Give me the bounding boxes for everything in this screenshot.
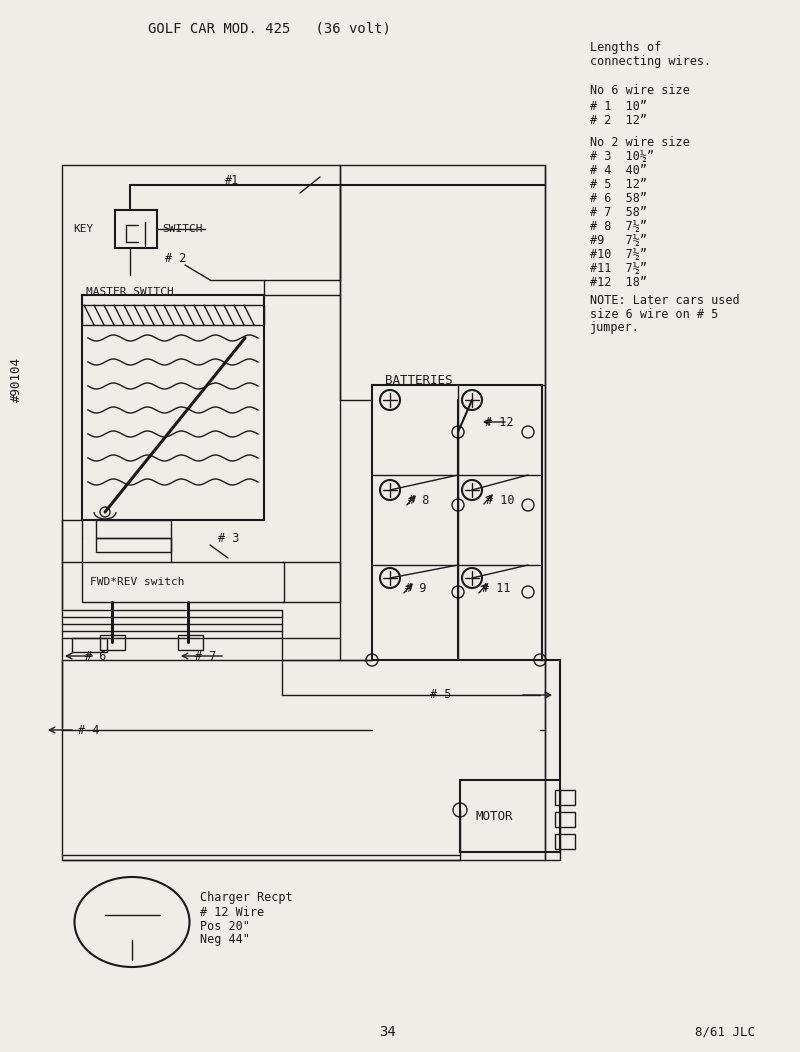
Text: MASTER SWITCH: MASTER SWITCH [86, 287, 174, 297]
Text: #9   7½”: #9 7½” [590, 235, 647, 247]
Text: # 3  10½”: # 3 10½” [590, 150, 654, 163]
Text: #11  7½”: #11 7½” [590, 263, 647, 276]
Bar [555, 834, 575, 849]
Text: # 5: # 5 [430, 688, 451, 702]
Text: # 6: # 6 [85, 649, 106, 663]
Text: # 8: # 8 [408, 493, 430, 506]
Text: # 8  7½”: # 8 7½” [590, 221, 647, 234]
Text: Charger Recpt: Charger Recpt [200, 891, 293, 905]
Bar [82, 562, 284, 602]
Text: # 2  12”: # 2 12” [590, 114, 647, 126]
Bar [82, 305, 264, 325]
Bar [100, 635, 125, 650]
Text: 34: 34 [378, 1025, 395, 1039]
Bar [460, 780, 560, 852]
Text: # 1  10”: # 1 10” [590, 100, 647, 113]
Text: #10  7½”: #10 7½” [590, 248, 647, 262]
Text: No 6 wire size: No 6 wire size [590, 83, 690, 97]
Text: SWITCH: SWITCH [162, 224, 202, 234]
Text: KEY: KEY [73, 224, 94, 234]
Text: # 11: # 11 [482, 583, 510, 595]
Text: # 7  58”: # 7 58” [590, 206, 647, 220]
Text: #90104: #90104 [10, 358, 22, 403]
Text: # 3: # 3 [218, 531, 239, 545]
Text: # 7: # 7 [195, 649, 216, 663]
Bar [82, 295, 264, 520]
Text: connecting wires.: connecting wires. [590, 56, 711, 68]
Text: # 12 Wire: # 12 Wire [200, 906, 264, 918]
Text: GOLF CAR MOD. 425   (36 volt): GOLF CAR MOD. 425 (36 volt) [148, 21, 391, 35]
Text: # 9: # 9 [405, 582, 426, 594]
Text: # 12: # 12 [485, 416, 514, 428]
Bar [96, 520, 171, 538]
Text: BATTERIES: BATTERIES [385, 373, 453, 386]
Text: NOTE: Later cars used: NOTE: Later cars used [590, 294, 740, 306]
Text: MOTOR: MOTOR [476, 809, 514, 823]
Text: No 2 wire size: No 2 wire size [590, 136, 690, 148]
Text: # 4: # 4 [78, 724, 99, 736]
Text: # 6  58”: # 6 58” [590, 193, 647, 205]
Text: # 5  12”: # 5 12” [590, 179, 647, 191]
Bar [372, 385, 542, 660]
Bar [555, 790, 575, 805]
Bar [178, 635, 203, 650]
Bar [555, 812, 575, 827]
Text: # 4  40”: # 4 40” [590, 164, 647, 178]
Text: jumper.: jumper. [590, 322, 640, 335]
Text: # 10: # 10 [486, 493, 514, 506]
Text: size 6 wire on # 5: size 6 wire on # 5 [590, 307, 718, 321]
Bar [72, 638, 107, 652]
Bar [96, 538, 171, 552]
Text: #1: #1 [225, 174, 239, 186]
Text: Neg 44": Neg 44" [200, 933, 250, 947]
Text: Lengths of: Lengths of [590, 41, 662, 55]
Text: # 2: # 2 [165, 251, 186, 264]
Text: #12  18”: #12 18” [590, 277, 647, 289]
Text: 8/61 JLC: 8/61 JLC [695, 1026, 755, 1038]
Text: FWD*REV switch: FWD*REV switch [90, 576, 185, 587]
Bar [115, 210, 157, 248]
Text: Pos 20": Pos 20" [200, 919, 250, 932]
